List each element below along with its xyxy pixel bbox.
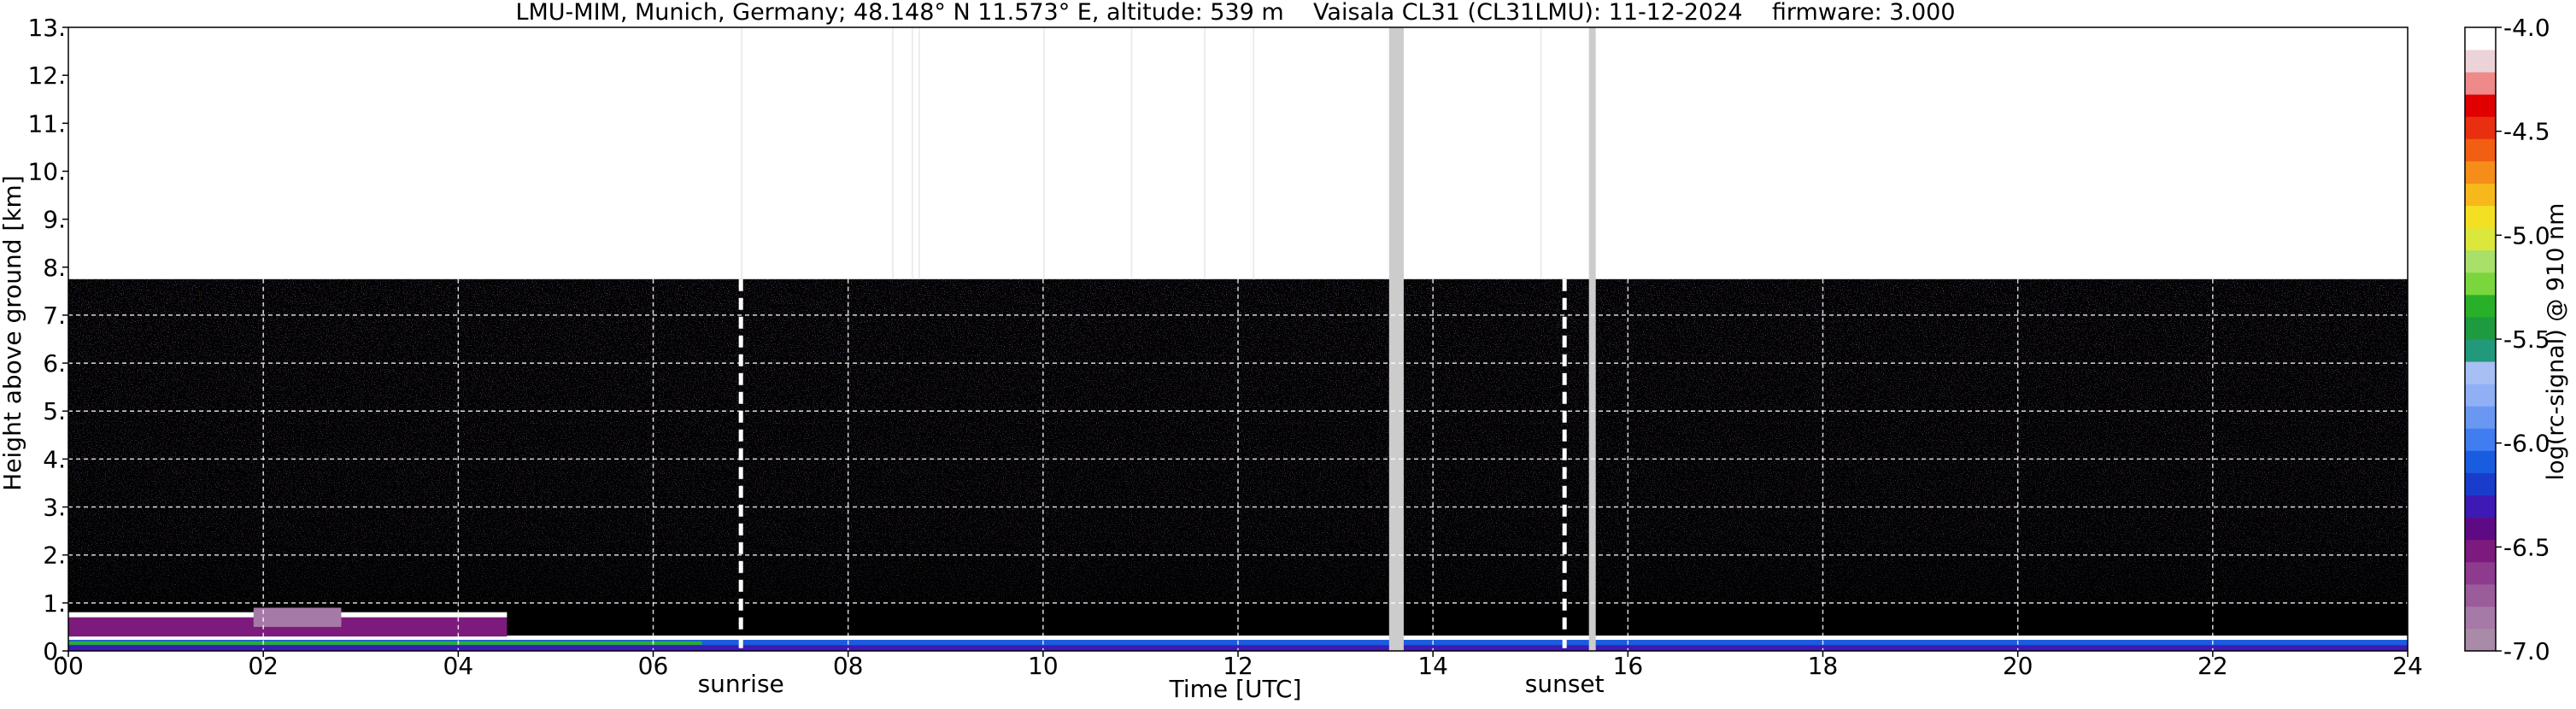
colorbar-segment [2465, 116, 2496, 139]
colorbar-segment [2465, 450, 2496, 473]
boundary-layer-core [68, 645, 2408, 651]
y-tick-label: 1. [43, 589, 66, 618]
y-tick-label: 13. [27, 14, 66, 42]
x-tick-label: 00 [53, 652, 84, 680]
colorbar-segment [2465, 384, 2496, 407]
x-tick-label: 12 [1223, 652, 1253, 680]
colorbar-segment [2465, 628, 2496, 652]
colorbar-segment [2465, 138, 2496, 161]
colorbar-segment [2465, 517, 2496, 541]
colorbar-segment [2465, 339, 2496, 362]
colorbar-tick-label: -5.0 [2503, 221, 2550, 249]
artifact-stripe-0 [741, 27, 743, 279]
colorbar-segment [2465, 294, 2496, 318]
data-gap-1 [1588, 27, 1596, 651]
x-tick-label: 06 [638, 652, 669, 680]
x-tick-label: 04 [443, 652, 474, 680]
colorbar-label: log(rc-signal) @ 910 nm [2543, 203, 2569, 481]
colorbar-segment [2465, 583, 2496, 607]
colorbar-segment [2465, 472, 2496, 495]
colorbar-tick-label: -4.5 [2503, 118, 2550, 146]
y-tick-label: 3. [43, 494, 66, 522]
colorbar-segment [2465, 72, 2496, 95]
artifact-stripe-2 [911, 27, 913, 279]
colorbar-segment [2465, 27, 2496, 50]
y-tick-label: 2. [43, 542, 66, 570]
boundary-layer-top-edge [68, 636, 2408, 641]
artifact-stripe-3 [918, 27, 920, 279]
colorbar-segment [2465, 161, 2496, 184]
colorbar-segment [2465, 249, 2496, 273]
colorbar-segment [2465, 316, 2496, 340]
y-tick-label: 7. [43, 302, 66, 330]
x-tick-label: 22 [2198, 652, 2228, 680]
colorbar-tick-label: -6.5 [2503, 533, 2550, 561]
y-tick-label: 8. [43, 254, 66, 282]
y-tick-label: 12. [27, 62, 66, 90]
colorbar-segment [2465, 495, 2496, 519]
artifact-stripe-6 [1204, 27, 1206, 279]
artifact-stripe-8 [1540, 27, 1542, 279]
colorbar-segment [2465, 272, 2496, 296]
x-axis-label: Time [UTC] [1169, 675, 1302, 703]
x-tick-label: 14 [1417, 652, 1448, 680]
data-gap-0 [1388, 27, 1404, 651]
x-tick-label: 10 [1028, 652, 1059, 680]
colorbar-segment [2465, 361, 2496, 384]
artifact-stripe-5 [1130, 27, 1133, 279]
y-tick-label: 4. [43, 445, 66, 473]
x-axis-ticks: 00 02 04 06 08 10 12 14 16 18 20 22 24 [53, 651, 2423, 680]
colorbar: -7.0 -6.5 -6.0 -5.5 -5.0 -4.5 -4.0 [2464, 14, 2550, 665]
colorbar-segment [2465, 227, 2496, 251]
colorbar-tick-label: -7.0 [2503, 637, 2550, 665]
sunset-label: sunset [1525, 670, 1605, 698]
y-tick-label: 5. [43, 397, 66, 425]
sunrise-label: sunrise [698, 670, 784, 698]
artifact-stripe-4 [1042, 27, 1045, 279]
artifact-stripe-7 [1253, 27, 1255, 279]
colorbar-segment [2465, 539, 2496, 563]
y-tick-label: 6. [43, 349, 66, 378]
y-tick-label: 10. [27, 157, 66, 185]
colorbar-tick-label: -6.0 [2503, 430, 2550, 458]
y-tick-label: 0. [43, 637, 66, 665]
colorbar-segment [2465, 406, 2496, 429]
y-tick-label: 9. [43, 206, 66, 234]
colorbar-segment [2465, 50, 2496, 73]
x-tick-label: 20 [2003, 652, 2033, 680]
surface-layer-green [68, 641, 702, 645]
colorbar-segment [2465, 205, 2496, 229]
colorbar-segment [2465, 561, 2496, 585]
chart-title: LMU-MIM, Munich, Germany; 48.148° N 11.5… [515, 0, 1955, 26]
plot-area: sunrise sunset [67, 26, 2409, 698]
x-tick-label: 18 [1808, 652, 1839, 680]
y-axis-ticks: 0. 1. 2. 3. 4. 5. 6. 7. 8. 9. 10. 11. 12. 13. [27, 14, 68, 665]
x-tick-label: 16 [1613, 652, 1644, 680]
x-tick-label: 02 [248, 652, 279, 680]
x-tick-label: 08 [833, 652, 864, 680]
x-tick-label: 24 [2392, 652, 2423, 680]
y-axis-label: Height above ground [km] [0, 175, 26, 491]
colorbar-segment [2465, 428, 2496, 451]
y-tick-label: 11. [27, 109, 66, 138]
colorbar-segment [2465, 183, 2496, 207]
colorbar-tick-label: -5.5 [2503, 325, 2550, 354]
colorbar-segment [2465, 94, 2496, 117]
colorbar-tick-label: -4.0 [2503, 14, 2550, 42]
artifact-stripe-1 [892, 27, 895, 279]
colorbar-segment [2465, 606, 2496, 630]
aerosol-patch [253, 607, 342, 627]
